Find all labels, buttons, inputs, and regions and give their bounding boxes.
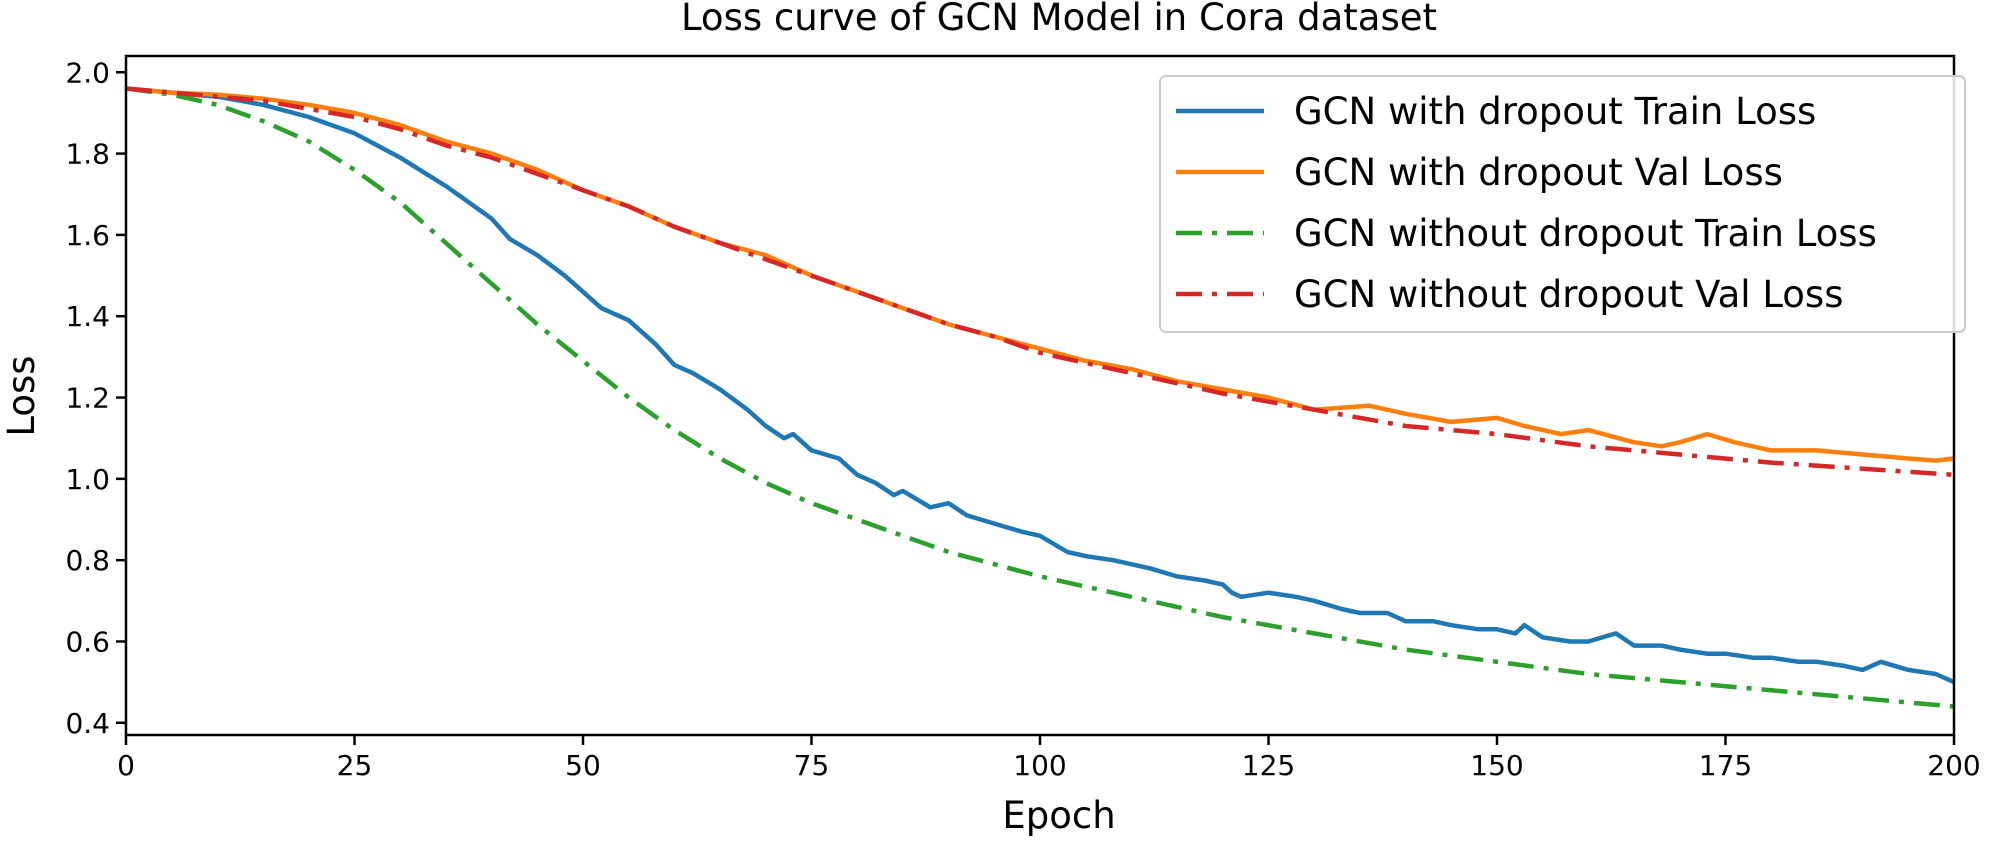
- legend-label-4: GCN without dropout Val Loss: [1294, 273, 1843, 316]
- y-tick-label: 1.4: [65, 300, 110, 333]
- x-tick-label: 175: [1699, 749, 1752, 782]
- x-tick-label: 100: [1013, 749, 1066, 782]
- series-line-2: [125, 86, 1955, 463]
- legend-label-2: GCN with dropout Val Loss: [1294, 151, 1783, 194]
- y-axis: 0.4 0.6 0.8 1.0 1.2 1.4 1.6 1.8 2.0: [65, 56, 126, 740]
- x-tick-label: 25: [337, 749, 373, 782]
- x-tick-label: 125: [1242, 749, 1295, 782]
- x-tick-label: 0: [117, 749, 135, 782]
- y-axis-label: Loss: [0, 355, 43, 436]
- y-tick-label: 1.2: [65, 382, 110, 415]
- legend-label-1: GCN with dropout Train Loss: [1294, 90, 1816, 133]
- x-tick-label: 150: [1470, 749, 1523, 782]
- legend-entries: GCN with dropout Train Loss GCN with drop…: [1176, 90, 1877, 316]
- series-line-3: [125, 86, 1955, 709]
- y-tick-label: 0.6: [65, 625, 110, 658]
- x-tick-label: 75: [794, 749, 830, 782]
- legend-box: [1159, 75, 1966, 333]
- y-tick-label: 1.0: [65, 463, 110, 496]
- x-axis: 0 25 50 75 100 125 150 175 200: [117, 735, 1981, 782]
- series-layer: [125, 86, 1955, 709]
- y-tick-label: 2.0: [65, 56, 110, 89]
- chart-title: Loss curve of GCN Model in Cora dataset: [681, 0, 1437, 39]
- series-line-1: [125, 86, 1955, 685]
- series-line-4: [125, 86, 1955, 478]
- y-tick-label: 1.6: [65, 219, 110, 252]
- legend-label-3: GCN without dropout Train Loss: [1294, 212, 1877, 255]
- x-tick-label: 200: [1927, 749, 1980, 782]
- legend: GCN with dropout Train Loss GCN with drop…: [1159, 75, 1966, 333]
- x-tick-label: 50: [565, 749, 601, 782]
- y-tick-label: 0.8: [65, 544, 110, 577]
- x-axis-label: Epoch: [1002, 794, 1115, 837]
- y-tick-label: 1.8: [65, 138, 110, 171]
- y-tick-label: 0.4: [65, 707, 110, 740]
